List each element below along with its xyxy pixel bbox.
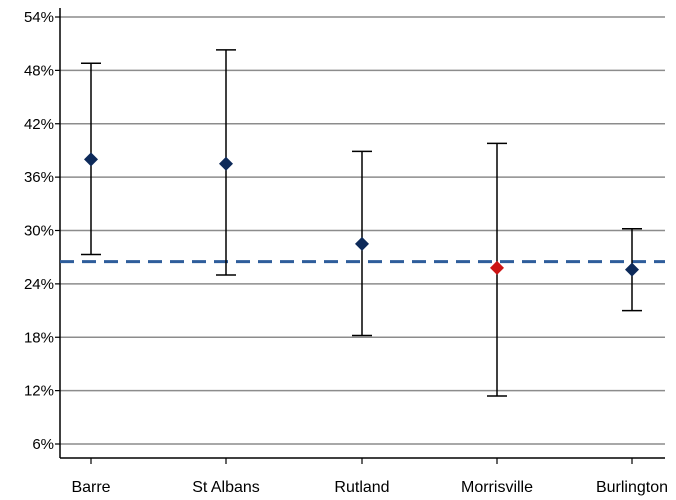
- x-tick-label: Burlington: [596, 479, 668, 496]
- y-tick-label: 6%: [32, 436, 54, 453]
- y-tick-label: 24%: [24, 276, 54, 293]
- y-tick-label: 42%: [24, 116, 54, 133]
- y-tick-label: 12%: [24, 383, 54, 400]
- data-point: [490, 260, 504, 275]
- data-point: [355, 236, 369, 251]
- data-point: [625, 262, 639, 277]
- y-tick-label: 48%: [24, 62, 54, 79]
- x-tick-label: Morrisville: [461, 479, 533, 496]
- y-tick-label: 54%: [24, 9, 54, 26]
- y-tick-label: 36%: [24, 169, 54, 186]
- data-point: [84, 152, 98, 167]
- x-tick-label: St Albans: [192, 479, 260, 496]
- x-tick-label: Rutland: [334, 479, 389, 496]
- data-point: [219, 156, 233, 171]
- x-tick-label: Barre: [71, 479, 110, 496]
- y-tick-label: 18%: [24, 329, 54, 346]
- y-tick-label: 30%: [24, 223, 54, 240]
